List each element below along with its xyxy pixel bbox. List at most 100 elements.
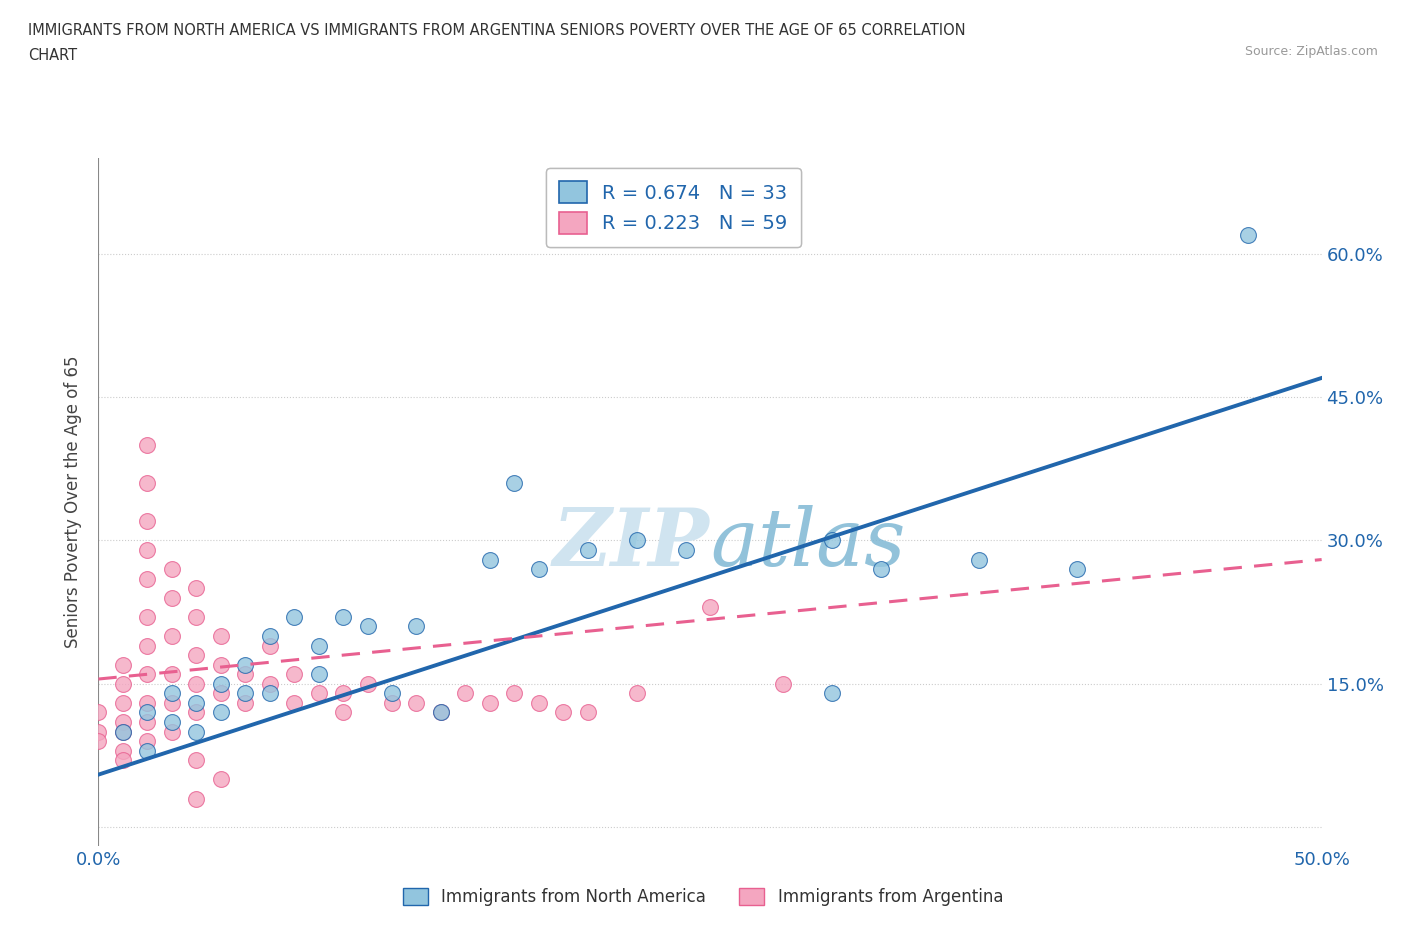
Point	[136, 437, 159, 452]
Point	[111, 753, 134, 768]
Point	[821, 686, 844, 701]
Point	[160, 724, 183, 739]
Point	[503, 475, 526, 490]
Point	[186, 705, 208, 720]
Point	[576, 542, 599, 557]
Text: atlas: atlas	[710, 505, 905, 582]
Legend: Immigrants from North America, Immigrants from Argentina: Immigrants from North America, Immigrant…	[396, 881, 1010, 912]
Point	[233, 686, 256, 701]
Point	[87, 734, 110, 749]
Point	[186, 791, 208, 806]
Point	[553, 705, 575, 720]
Point	[381, 686, 404, 701]
Point	[87, 724, 110, 739]
Point	[186, 580, 208, 596]
Point	[111, 676, 134, 691]
Point	[626, 686, 648, 701]
Point	[136, 542, 159, 557]
Point	[430, 705, 453, 720]
Point	[186, 609, 208, 624]
Y-axis label: Seniors Poverty Over the Age of 65: Seniors Poverty Over the Age of 65	[65, 356, 83, 648]
Point	[405, 619, 427, 634]
Point	[1066, 562, 1088, 577]
Point	[160, 667, 183, 682]
Point	[308, 667, 330, 682]
Point	[111, 724, 134, 739]
Point	[136, 609, 159, 624]
Point	[283, 667, 305, 682]
Point	[160, 629, 183, 644]
Point	[699, 600, 721, 615]
Point	[259, 638, 281, 653]
Point	[259, 629, 281, 644]
Point	[136, 475, 159, 490]
Point	[478, 696, 501, 711]
Point	[332, 686, 354, 701]
Point	[478, 552, 501, 567]
Point	[160, 696, 183, 711]
Point	[626, 533, 648, 548]
Point	[1237, 227, 1260, 242]
Point	[675, 542, 697, 557]
Point	[209, 676, 232, 691]
Point	[136, 705, 159, 720]
Point	[527, 562, 550, 577]
Point	[87, 705, 110, 720]
Point	[160, 714, 183, 729]
Point	[233, 696, 256, 711]
Point	[136, 638, 159, 653]
Point	[259, 686, 281, 701]
Point	[136, 743, 159, 758]
Point	[259, 676, 281, 691]
Point	[381, 696, 404, 711]
Point	[160, 562, 183, 577]
Point	[209, 629, 232, 644]
Point	[209, 686, 232, 701]
Point	[136, 667, 159, 682]
Point	[136, 734, 159, 749]
Point	[111, 724, 134, 739]
Point	[209, 705, 232, 720]
Point	[356, 619, 378, 634]
Point	[356, 676, 378, 691]
Point	[209, 772, 232, 787]
Text: IMMIGRANTS FROM NORTH AMERICA VS IMMIGRANTS FROM ARGENTINA SENIORS POVERTY OVER : IMMIGRANTS FROM NORTH AMERICA VS IMMIGRA…	[28, 23, 966, 38]
Point	[405, 696, 427, 711]
Point	[870, 562, 893, 577]
Point	[186, 724, 208, 739]
Point	[233, 658, 256, 672]
Point	[332, 609, 354, 624]
Point	[136, 514, 159, 529]
Point	[527, 696, 550, 711]
Point	[576, 705, 599, 720]
Text: CHART: CHART	[28, 48, 77, 63]
Point	[821, 533, 844, 548]
Point	[454, 686, 477, 701]
Point	[111, 696, 134, 711]
Text: ZIP: ZIP	[553, 505, 710, 582]
Point	[111, 714, 134, 729]
Point	[136, 696, 159, 711]
Point	[160, 591, 183, 605]
Point	[283, 696, 305, 711]
Point	[332, 705, 354, 720]
Point	[283, 609, 305, 624]
Point	[967, 552, 990, 567]
Point	[186, 696, 208, 711]
Point	[136, 571, 159, 586]
Point	[430, 705, 453, 720]
Point	[186, 753, 208, 768]
Point	[111, 743, 134, 758]
Point	[772, 676, 794, 691]
Point	[308, 638, 330, 653]
Point	[233, 667, 256, 682]
Point	[186, 676, 208, 691]
Point	[308, 686, 330, 701]
Point	[186, 647, 208, 662]
Point	[209, 658, 232, 672]
Point	[111, 658, 134, 672]
Point	[503, 686, 526, 701]
Text: Source: ZipAtlas.com: Source: ZipAtlas.com	[1244, 45, 1378, 58]
Point	[160, 686, 183, 701]
Legend: R = 0.674   N = 33, R = 0.223   N = 59: R = 0.674 N = 33, R = 0.223 N = 59	[546, 167, 801, 247]
